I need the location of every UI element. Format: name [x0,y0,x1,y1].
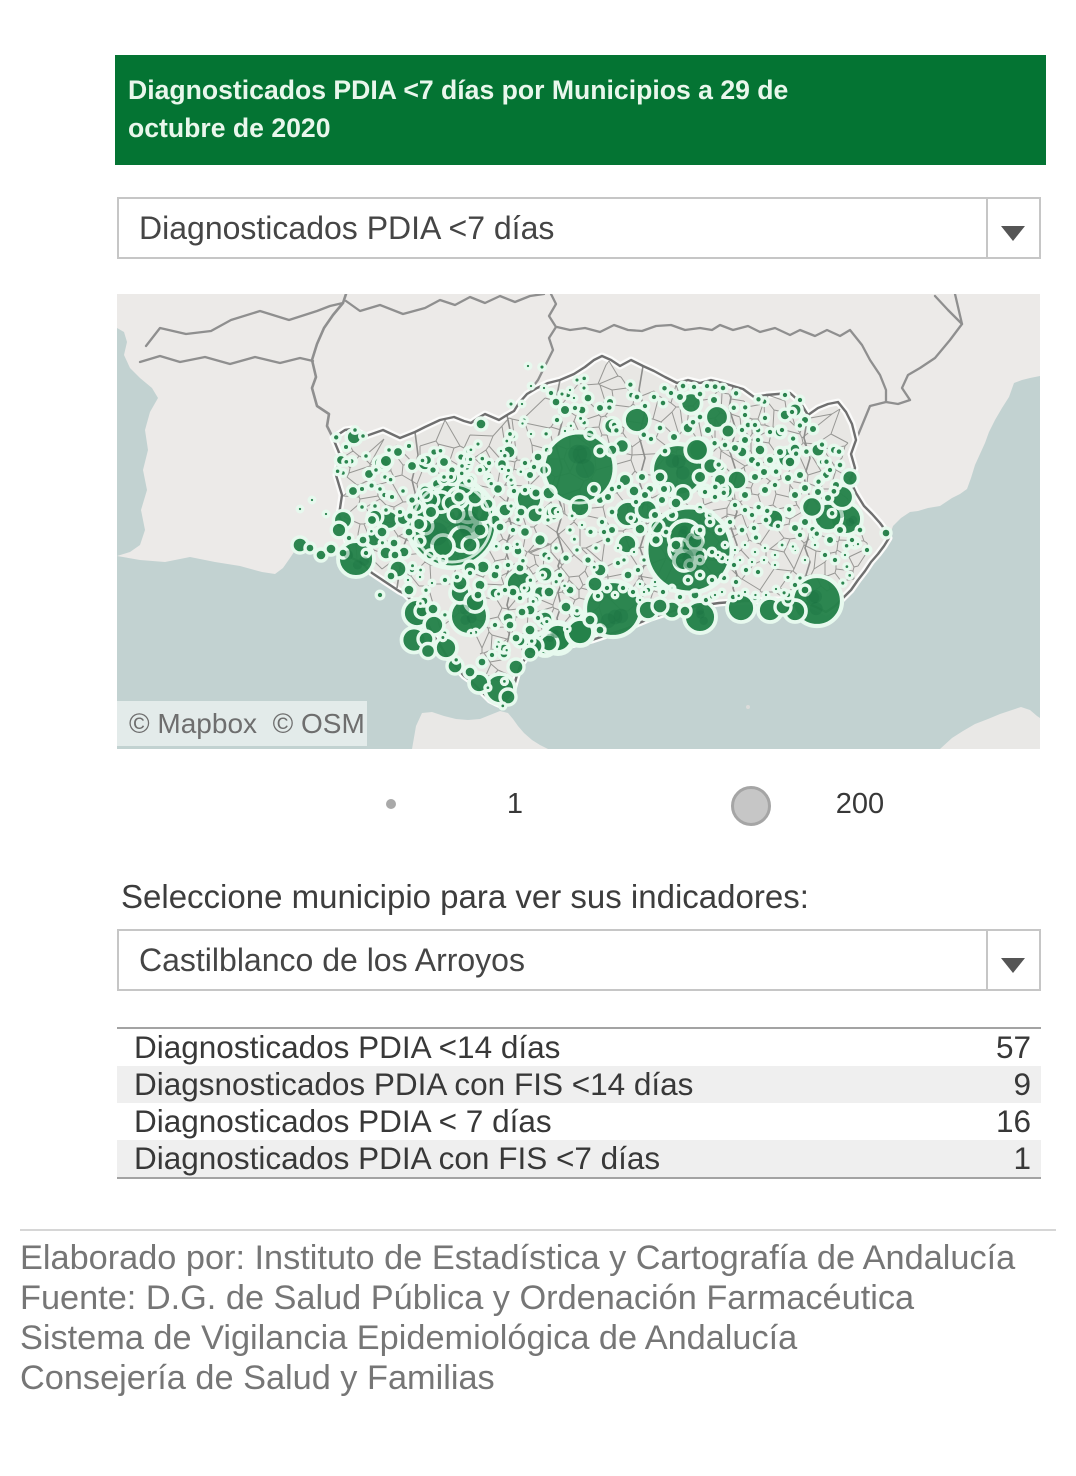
svg-text:© Mapbox © OSM: © Mapbox © OSM [129,708,365,739]
